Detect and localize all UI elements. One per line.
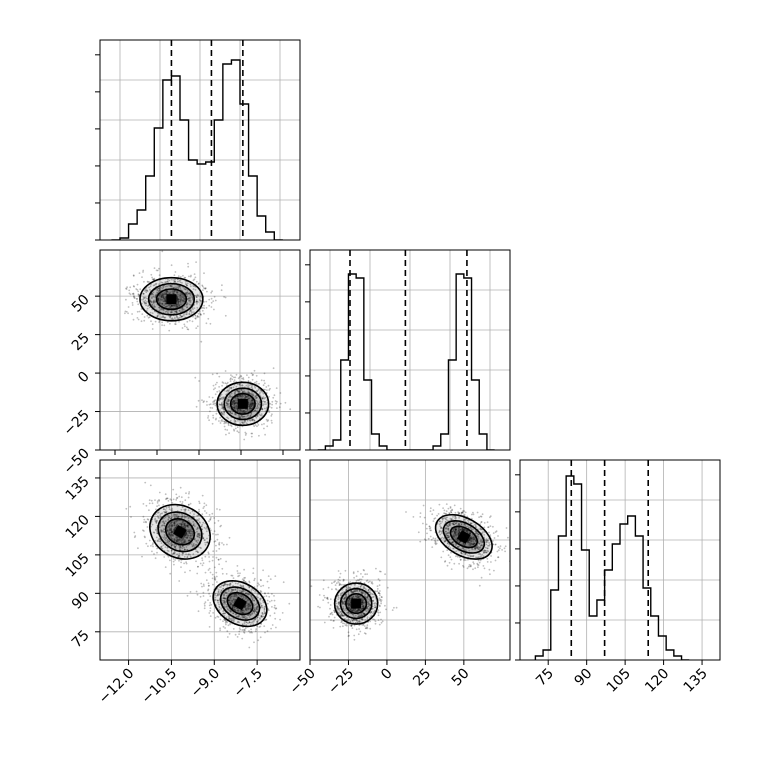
panel-frame (309, 249, 511, 451)
x-tick-label: −50 (287, 666, 319, 698)
y-tick-label: 105 (63, 550, 93, 580)
y-tick-label: 120 (63, 512, 93, 542)
y-tick-label: 135 (63, 473, 93, 503)
panel-hist-1 (95, 39, 301, 241)
x-tick-label: 105 (604, 666, 634, 696)
y-tick-label: 90 (69, 589, 93, 613)
panel-frame (99, 249, 301, 451)
density-peak (166, 294, 177, 305)
x-tick-label: 120 (642, 666, 672, 696)
x-tick-label: −10.5 (139, 666, 181, 708)
density-peak (351, 598, 362, 609)
x-tick-label: −7.5 (231, 666, 266, 701)
density-peak (173, 524, 187, 539)
density-layer (124, 250, 292, 441)
density-layer (310, 503, 510, 641)
x-tick-label: −25 (325, 666, 357, 698)
scatter-points (125, 481, 231, 594)
panel-hist-2 (305, 249, 511, 451)
y-tick-label: 50 (69, 292, 93, 316)
histogram-step (534, 475, 690, 660)
x-tick-label: −12.0 (96, 666, 138, 708)
x-tick-label: 75 (533, 666, 557, 690)
x-tick-label: 90 (572, 666, 596, 690)
x-tick-label: 135 (681, 666, 711, 696)
density-layer (125, 481, 291, 649)
x-tick-label: 25 (410, 666, 434, 690)
panel-hist-3: 75 90 105 120 135 (515, 459, 721, 696)
density-peak (237, 398, 248, 409)
panel-frame (309, 459, 511, 661)
histogram-step (317, 273, 495, 450)
y-tick-label: 75 (69, 627, 93, 651)
panel-scatter-3-2: −50 −25 0 25 50 (287, 459, 511, 698)
x-tick-label: 50 (449, 666, 473, 690)
density-peak (233, 596, 247, 611)
scatter-points (124, 250, 227, 343)
y-tick-label: −25 (61, 407, 93, 439)
panel-scatter-3-1: −12.0 −10.5 −9.0 −7.5 75 90 105 120 135 (63, 459, 301, 708)
panel-frame (99, 459, 301, 661)
x-tick-label: −9.0 (188, 666, 223, 701)
histogram-step (111, 59, 283, 240)
panel-scatter-2-1: −50 −25 0 25 50 (61, 249, 301, 478)
y-tick-label: −50 (61, 446, 93, 478)
y-tick-label: 25 (69, 330, 93, 354)
density-peak (457, 530, 471, 544)
y-tick-label: 0 (75, 369, 93, 387)
x-tick-label: 0 (378, 666, 396, 684)
panel-frame (99, 39, 301, 241)
panel-frame (519, 459, 721, 661)
